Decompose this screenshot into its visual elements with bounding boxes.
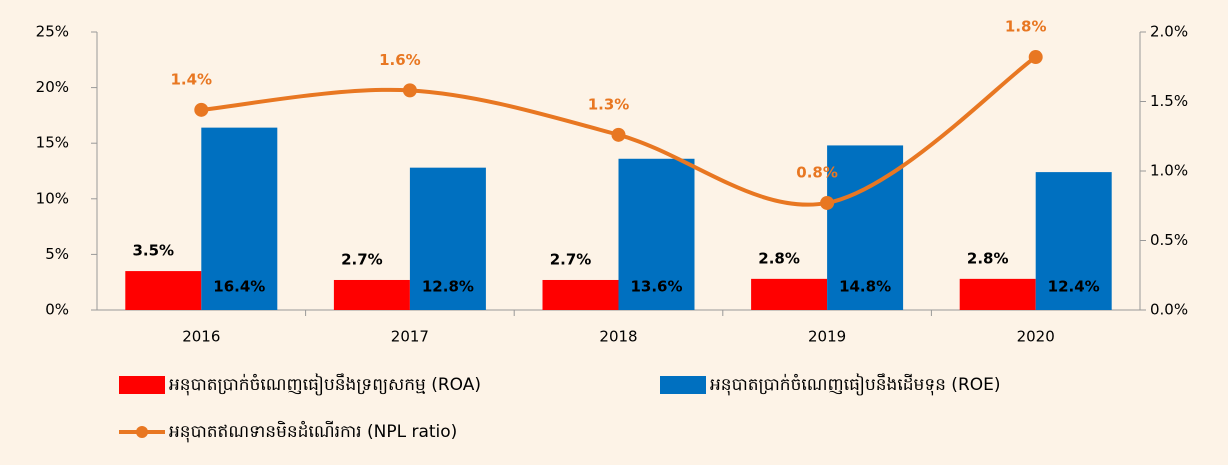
y-tick-label: 0% bbox=[45, 301, 69, 319]
data-label: 1.6% bbox=[379, 51, 421, 69]
y2-tick-label: 1.5% bbox=[1150, 92, 1188, 110]
y-tick-label: 15% bbox=[36, 134, 69, 152]
bar bbox=[201, 127, 278, 310]
legend-swatch bbox=[136, 426, 148, 438]
y-tick-label: 25% bbox=[36, 23, 69, 41]
data-label: 14.8% bbox=[839, 278, 891, 296]
y2-tick-label: 1.0% bbox=[1150, 162, 1188, 180]
data-label: 0.8% bbox=[796, 163, 838, 181]
x-tick-label: 2019 bbox=[808, 328, 846, 346]
x-tick-label: 2018 bbox=[599, 328, 637, 346]
line-marker bbox=[402, 83, 417, 98]
line-marker bbox=[611, 127, 626, 142]
data-label: 1.8% bbox=[1005, 18, 1047, 36]
x-tick-label: 2017 bbox=[391, 328, 429, 346]
line-marker bbox=[1028, 50, 1043, 65]
y-tick-label: 10% bbox=[36, 189, 69, 207]
y2-tick-label: 0.5% bbox=[1150, 231, 1188, 249]
data-label: 2.8% bbox=[967, 249, 1009, 267]
data-label: 12.8% bbox=[422, 278, 474, 296]
bar bbox=[542, 279, 619, 310]
data-label: 16.4% bbox=[213, 278, 265, 296]
legend-swatch bbox=[660, 376, 706, 394]
bar bbox=[1035, 172, 1112, 310]
y2-tick-label: 2.0% bbox=[1150, 23, 1188, 41]
legend-label: អនុបាតប្រាក់ចំណេញធៀបនឹងទ្រព្យសកម្ម (ROA) bbox=[169, 373, 481, 396]
bar bbox=[751, 278, 828, 310]
legend-label: អនុបាតប្រាក់ចំណេញធៀបនឹងដើមទុន (ROE) bbox=[710, 373, 1001, 396]
data-label: 1.3% bbox=[588, 95, 630, 113]
bar bbox=[618, 158, 695, 310]
line-marker bbox=[194, 102, 209, 117]
data-label: 3.5% bbox=[132, 242, 174, 260]
legend-swatch bbox=[119, 376, 165, 394]
data-label: 2.7% bbox=[341, 250, 383, 268]
data-label: 13.6% bbox=[630, 278, 682, 296]
bar bbox=[409, 167, 486, 310]
bar bbox=[333, 279, 410, 310]
data-label: 2.7% bbox=[550, 250, 592, 268]
x-tick-label: 2020 bbox=[1017, 328, 1055, 346]
bar bbox=[125, 271, 202, 310]
y-tick-label: 5% bbox=[45, 245, 69, 263]
y2-tick-label: 0.0% bbox=[1150, 301, 1188, 319]
line-marker bbox=[820, 195, 835, 210]
bar bbox=[959, 278, 1036, 310]
data-label: 1.4% bbox=[170, 70, 212, 88]
legend-label: អនុបាតឥណទានមិនដំណើរការ (NPL ratio) bbox=[169, 420, 457, 443]
y-tick-label: 20% bbox=[36, 78, 69, 96]
data-label: 2.8% bbox=[758, 249, 800, 267]
data-label: 12.4% bbox=[1048, 278, 1100, 296]
x-tick-label: 2016 bbox=[182, 328, 220, 346]
